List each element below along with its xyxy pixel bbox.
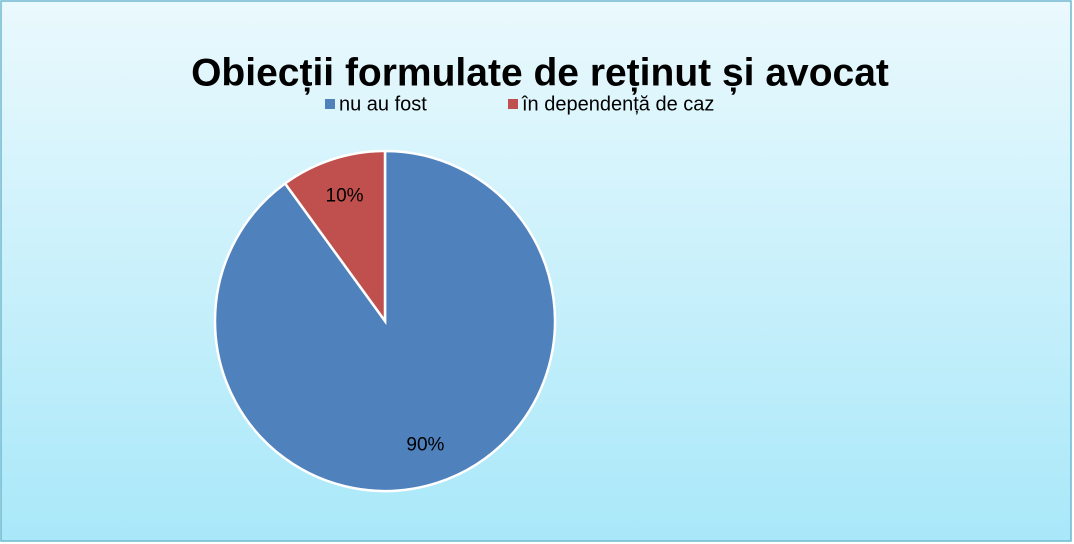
legend-label: în dependență de caz — [521, 93, 714, 115]
data-label: 90% — [406, 435, 444, 456]
legend-swatch — [325, 99, 335, 109]
legend-label: nu au fost — [339, 93, 427, 115]
legend-swatch — [508, 99, 518, 109]
chart-title: Obiecții formulate de reținut și avocat — [191, 51, 889, 94]
pie-slice — [283, 149, 387, 325]
data-label: 10% — [326, 186, 364, 207]
pie: 90% 10% — [213, 149, 557, 493]
legend: nu au fost în dependență de caz — [325, 93, 714, 115]
pie-slice — [213, 149, 557, 493]
